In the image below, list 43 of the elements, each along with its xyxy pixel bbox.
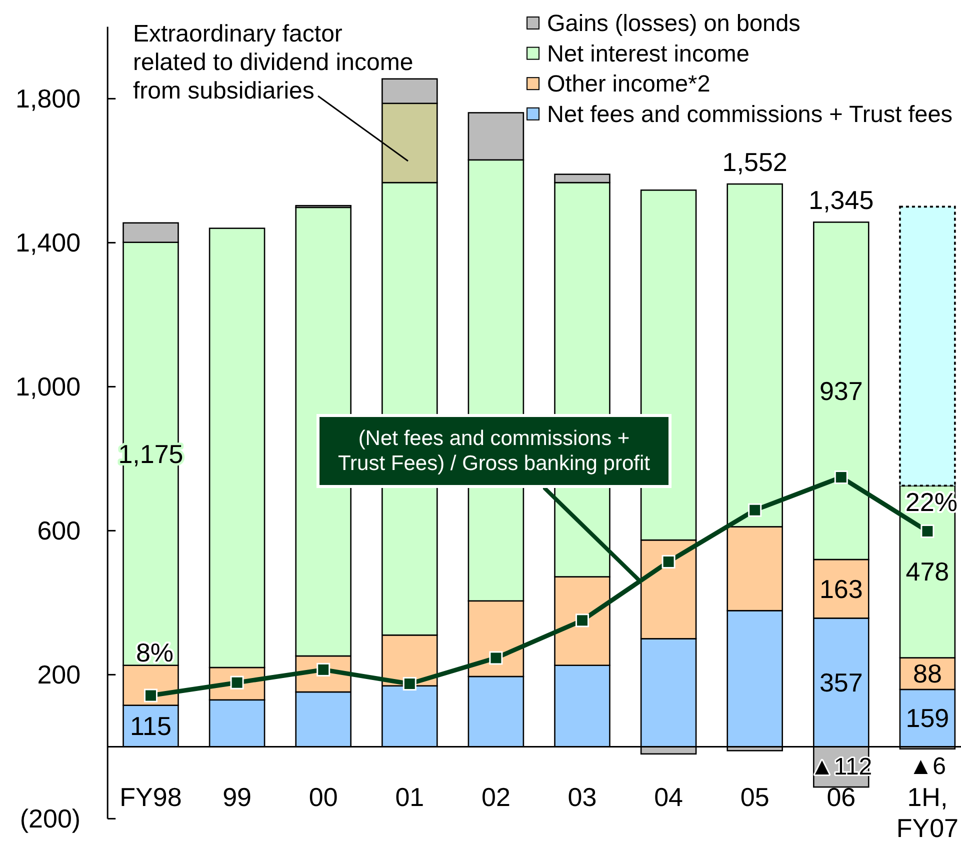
legend-label: Net interest income — [547, 40, 750, 66]
point — [748, 503, 762, 517]
x-tick-label: 00 — [308, 782, 338, 812]
total-label: 1,345 — [808, 185, 874, 216]
data-label: 937 — [819, 376, 863, 406]
point — [920, 524, 934, 538]
y-tick-label: (200) — [20, 804, 81, 834]
annotation: Extraordinary factor related to dividend income from subsidiaries — [133, 20, 414, 104]
x-tick-label: 1H, FY07 — [896, 782, 959, 843]
data-label: 88 — [912, 658, 942, 689]
point — [576, 614, 589, 628]
y-tick-label: 1,000 — [16, 372, 81, 402]
x-tick-label: 99 — [222, 782, 252, 812]
point — [144, 688, 158, 702]
x-tick-label: FY98 — [120, 782, 182, 812]
text: (Net fees and commissions + Trust Fees) / Gross banking profit — [338, 427, 650, 475]
data-label: 8% — [136, 637, 174, 668]
data-label: 163 — [819, 574, 863, 604]
point — [230, 676, 244, 690]
y-tick-label: 600 — [37, 516, 81, 546]
data-label: 115 — [130, 711, 172, 741]
point — [402, 677, 416, 691]
y-tick-label: 1,800 — [16, 84, 81, 114]
legend-label: Gains (losses) on bonds — [547, 10, 800, 36]
x-tick-label: 03 — [568, 782, 597, 812]
x-tick-label: 04 — [654, 782, 684, 812]
point — [662, 554, 676, 568]
point — [316, 662, 330, 676]
x-tick-label: 01 — [395, 782, 424, 812]
x-tick-label: 06 — [826, 782, 856, 812]
x-tick-label: 02 — [481, 782, 510, 812]
point — [489, 651, 503, 665]
data-label: 357 — [819, 667, 863, 698]
legend-label: Net fees and commissions + Trust fees — [547, 100, 953, 127]
legend-label: Other income*2 — [547, 70, 710, 97]
y-tick-label: 200 — [37, 660, 81, 690]
total-label: 1,552 — [722, 147, 788, 178]
data-label: 478 — [906, 556, 950, 587]
point — [834, 470, 848, 484]
x-tick-label: 05 — [740, 782, 770, 812]
y-tick-label: 1,400 — [16, 228, 81, 258]
data-label: 159 — [906, 703, 950, 734]
annotation: ▲6 — [908, 753, 946, 780]
